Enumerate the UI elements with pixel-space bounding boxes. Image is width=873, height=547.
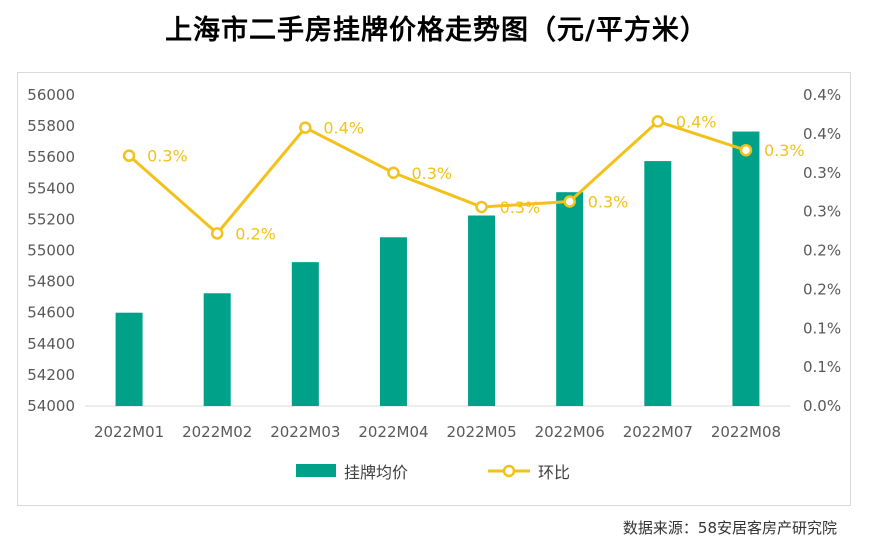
bar-2022M01 bbox=[115, 312, 143, 406]
line-point-2022M03 bbox=[299, 121, 312, 134]
y-right-tick: 0.4% bbox=[803, 86, 841, 104]
y-left-tick: 55000 bbox=[27, 242, 75, 260]
y-right-tick: 0.0% bbox=[803, 397, 841, 415]
data-label-2022M07: 0.4% bbox=[676, 112, 717, 131]
y-left-tick: 55400 bbox=[27, 179, 75, 197]
bar-2022M07 bbox=[644, 161, 672, 406]
y-right-tick: 0.2% bbox=[803, 280, 841, 298]
data-label-2022M06: 0.3% bbox=[588, 193, 629, 212]
x-tick-label: 2022M05 bbox=[446, 423, 516, 441]
y-left-tick: 54400 bbox=[27, 335, 75, 353]
x-tick-label: 2022M03 bbox=[270, 423, 340, 441]
y-axis-left: 54000 54200 54400 54600 54800 55000 55200 55400… bbox=[27, 86, 75, 415]
y-left-tick: 54800 bbox=[27, 273, 75, 291]
bar-2022M03 bbox=[291, 262, 319, 406]
data-label-2022M05: 0.3% bbox=[500, 198, 541, 217]
y-right-tick: 0.1% bbox=[803, 358, 841, 376]
line-point-2022M02 bbox=[210, 227, 224, 240]
y-right-tick: 0.3% bbox=[803, 203, 841, 221]
data-label-2022M08: 0.3% bbox=[764, 141, 805, 160]
legend-bar-label: 挂牌均价 bbox=[344, 463, 408, 482]
line-point-2022M05 bbox=[475, 200, 488, 214]
x-tick-label: 2022M04 bbox=[358, 423, 428, 441]
x-tick-label: 2022M02 bbox=[182, 423, 252, 441]
line-series-path bbox=[128, 119, 747, 235]
line-point-2022M08 bbox=[739, 143, 753, 157]
bar-2022M04 bbox=[379, 237, 407, 406]
line-markers bbox=[122, 115, 753, 240]
y-right-tick: 0.4% bbox=[803, 125, 841, 143]
y-left-tick: 54200 bbox=[27, 366, 75, 384]
bar-2022M08 bbox=[732, 131, 760, 407]
bar-2022M05 bbox=[468, 215, 496, 406]
y-left-tick: 54600 bbox=[27, 304, 75, 322]
bar-series bbox=[115, 131, 760, 407]
line-point-2022M04 bbox=[387, 166, 400, 179]
y-right-tick: 0.2% bbox=[803, 242, 841, 260]
bar-2022M06 bbox=[556, 192, 584, 406]
line-point-2022M01 bbox=[122, 149, 136, 162]
chart-title: 上海市二手房挂牌价格走势图（元/平方米） bbox=[165, 15, 708, 46]
y-right-tick: 0.1% bbox=[803, 319, 841, 337]
y-right-tick: 0.3% bbox=[803, 164, 841, 182]
y-left-tick: 54000 bbox=[27, 397, 75, 415]
data-label-2022M04: 0.3% bbox=[411, 164, 452, 183]
y-axis-right: 0.0% 0.1% 0.1% 0.2% 0.2% 0.3% 0.3% 0.4% 0.4% bbox=[803, 86, 841, 415]
x-axis: 2022M01 2022M02 2022M03 2022M04 2022M05 2022M… bbox=[94, 423, 781, 441]
data-label-2022M02: 0.2% bbox=[235, 224, 276, 243]
y-left-tick: 55800 bbox=[27, 117, 75, 135]
line-point-2022M07 bbox=[651, 115, 665, 128]
legend-line-marker bbox=[502, 464, 516, 478]
data-label-2022M03: 0.4% bbox=[323, 119, 364, 138]
x-tick-label: 2022M08 bbox=[711, 423, 781, 441]
bar-2022M02 bbox=[203, 293, 231, 406]
legend-line-label: 环比 bbox=[538, 463, 570, 482]
source-note: 数据来源：58安居客房产研究院 bbox=[622, 519, 837, 537]
line-point-2022M06 bbox=[563, 195, 576, 208]
data-label-2022M01: 0.3% bbox=[147, 147, 188, 166]
chart-frame bbox=[17, 72, 851, 506]
line-data-labels: 0.3% 0.2% 0.4% 0.3% 0.3% 0.3% 0.4% 0.3% bbox=[147, 112, 805, 243]
y-left-tick: 55600 bbox=[27, 148, 75, 166]
x-tick-label: 2022M06 bbox=[535, 423, 605, 441]
legend: 挂牌均价 环比 bbox=[296, 463, 570, 482]
legend-bar-swatch bbox=[296, 464, 336, 477]
y-left-tick: 56000 bbox=[27, 86, 75, 104]
x-tick-label: 2022M07 bbox=[623, 423, 693, 441]
x-tick-label: 2022M01 bbox=[94, 423, 164, 441]
y-left-tick: 55200 bbox=[27, 210, 75, 228]
